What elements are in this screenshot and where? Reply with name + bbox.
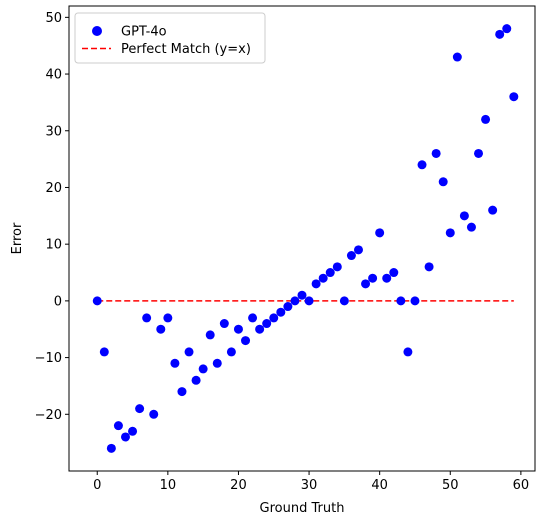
data-point: [495, 29, 505, 39]
data-point: [269, 313, 279, 323]
data-point: [488, 205, 498, 215]
data-point: [445, 228, 455, 238]
data-point: [163, 313, 173, 323]
data-point: [417, 160, 427, 170]
x-tick-label: 20: [230, 478, 247, 493]
data-point: [170, 358, 180, 368]
data-point: [353, 245, 363, 255]
data-point: [120, 432, 130, 442]
data-point: [375, 228, 385, 238]
data-point: [135, 404, 145, 414]
x-tick-label: 10: [160, 478, 177, 493]
data-point: [290, 296, 300, 306]
y-tick-label: 20: [45, 181, 62, 196]
legend: GPT-4o Perfect Match (y=x): [74, 12, 266, 64]
data-point: [241, 336, 251, 346]
data-point: [142, 313, 152, 323]
data-point: [248, 313, 258, 323]
y-axis-ticks: −20 −10 0 10 20 30 40 50: [35, 11, 69, 423]
data-point: [219, 319, 229, 329]
x-tick-label: 0: [93, 478, 101, 493]
data-point: [346, 251, 356, 261]
data-point: [339, 296, 349, 306]
data-point: [233, 324, 243, 334]
y-tick-label: −10: [35, 351, 62, 366]
plot-area: [69, 6, 535, 471]
data-point: [325, 268, 335, 278]
data-point: [474, 148, 484, 158]
data-point: [297, 290, 307, 300]
data-point: [156, 324, 166, 334]
data-point: [438, 177, 448, 187]
y-tick-label: 30: [45, 124, 62, 139]
data-point: [177, 387, 187, 397]
data-point: [255, 324, 265, 334]
x-tick-label: 30: [301, 478, 318, 493]
data-point: [283, 302, 293, 312]
data-point: [191, 375, 201, 385]
data-point: [205, 330, 215, 340]
data-point: [212, 358, 222, 368]
data-point: [431, 148, 441, 158]
data-point: [424, 262, 434, 272]
data-point: [106, 443, 116, 453]
x-tick-label: 60: [513, 478, 530, 493]
data-point: [276, 307, 286, 317]
data-point: [452, 52, 462, 62]
data-point: [318, 273, 328, 283]
plot-frame: [68, 5, 536, 472]
data-point: [481, 114, 491, 124]
data-point: [226, 347, 236, 357]
data-point: [502, 24, 512, 34]
y-tick-label: 10: [45, 238, 62, 253]
y-tick-label: 50: [45, 11, 62, 26]
data-point: [198, 364, 208, 374]
data-point: [403, 347, 413, 357]
y-axis-label: Error: [10, 222, 25, 254]
data-point: [368, 273, 378, 283]
data-point: [382, 273, 392, 283]
data-point: [466, 222, 476, 232]
x-tick-label: 50: [442, 478, 459, 493]
data-point: [311, 279, 321, 289]
data-point: [304, 296, 314, 306]
data-point: [184, 347, 194, 357]
data-point: [332, 262, 342, 272]
legend-box: [74, 12, 266, 64]
legend-label-gpt-4o: GPT-4o: [121, 25, 167, 40]
data-point: [396, 296, 406, 306]
x-axis-label: Ground Truth: [260, 501, 345, 516]
y-tick-label: −20: [35, 408, 62, 423]
data-point: [128, 426, 138, 436]
data-point: [410, 296, 420, 306]
data-point: [389, 268, 399, 278]
data-point: [459, 211, 469, 221]
x-tick-label: 40: [371, 478, 388, 493]
data-point: [361, 279, 371, 289]
y-tick-label: 0: [54, 294, 62, 309]
data-point: [113, 421, 123, 431]
data-point: [262, 319, 272, 329]
data-points-layer: [92, 24, 519, 453]
data-point: [149, 409, 159, 419]
data-point: [92, 296, 102, 306]
legend-marker-gpt-4o: [92, 26, 102, 36]
x-axis-ticks: 0 10 20 30 40 50 60: [93, 471, 529, 493]
data-point: [99, 347, 109, 357]
data-point: [509, 92, 519, 102]
y-tick-label: 40: [45, 68, 62, 83]
legend-label-perfect-match: Perfect Match (y=x): [121, 42, 251, 57]
